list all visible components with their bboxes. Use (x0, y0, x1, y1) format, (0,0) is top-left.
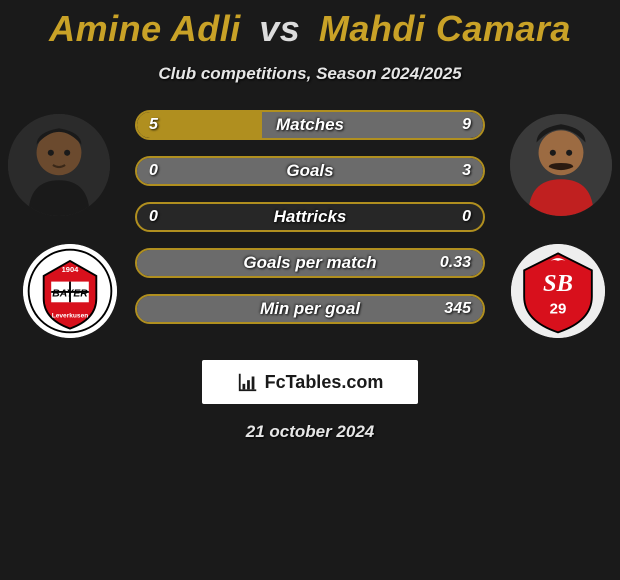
stat-bar-track (135, 248, 485, 278)
stat-row: Goals03 (135, 156, 485, 186)
chart-icon (237, 371, 259, 393)
stat-row: Matches59 (135, 110, 485, 140)
player1-club-badge: BAYER 1904 Leverkusen (23, 244, 117, 338)
stat-bar-fill-right (137, 158, 483, 184)
player1-name: Amine Adli (49, 8, 241, 49)
stat-bar-fill-left (137, 112, 262, 138)
svg-text:29: 29 (550, 301, 567, 318)
stat-row: Min per goal345 (135, 294, 485, 324)
stat-bar-track (135, 202, 485, 232)
stat-bar-fill-right (262, 112, 483, 138)
player2-name: Mahdi Camara (319, 8, 571, 49)
subtitle: Club competitions, Season 2024/2025 (0, 64, 620, 84)
stat-bar-track (135, 110, 485, 140)
comparison-content: BAYER 1904 Leverkusen SB 29 Matches59Goa… (0, 114, 620, 344)
vs-label: vs (259, 8, 300, 49)
comparison-title: Amine Adli vs Mahdi Camara (0, 0, 620, 50)
player1-avatar (8, 114, 110, 216)
player2-club-badge: SB 29 (511, 244, 605, 338)
stat-bars: Matches59 Goals03 Hattricks00 Goals per mat… (135, 110, 485, 340)
snapshot-date: 21 october 2024 (0, 422, 620, 442)
source-logo: FcTables.com (202, 360, 418, 404)
player2-avatar (510, 114, 612, 216)
source-logo-text: FcTables.com (265, 372, 384, 393)
stat-bar-track (135, 156, 485, 186)
stat-bar-fill-right (137, 250, 483, 276)
stat-bar-fill-right (137, 296, 483, 322)
stat-row: Goals per match0.33 (135, 248, 485, 278)
svg-text:Leverkusen: Leverkusen (52, 312, 89, 319)
svg-text:SB: SB (543, 270, 573, 297)
stat-row: Hattricks00 (135, 202, 485, 232)
stat-bar-track (135, 294, 485, 324)
svg-text:1904: 1904 (62, 265, 80, 274)
